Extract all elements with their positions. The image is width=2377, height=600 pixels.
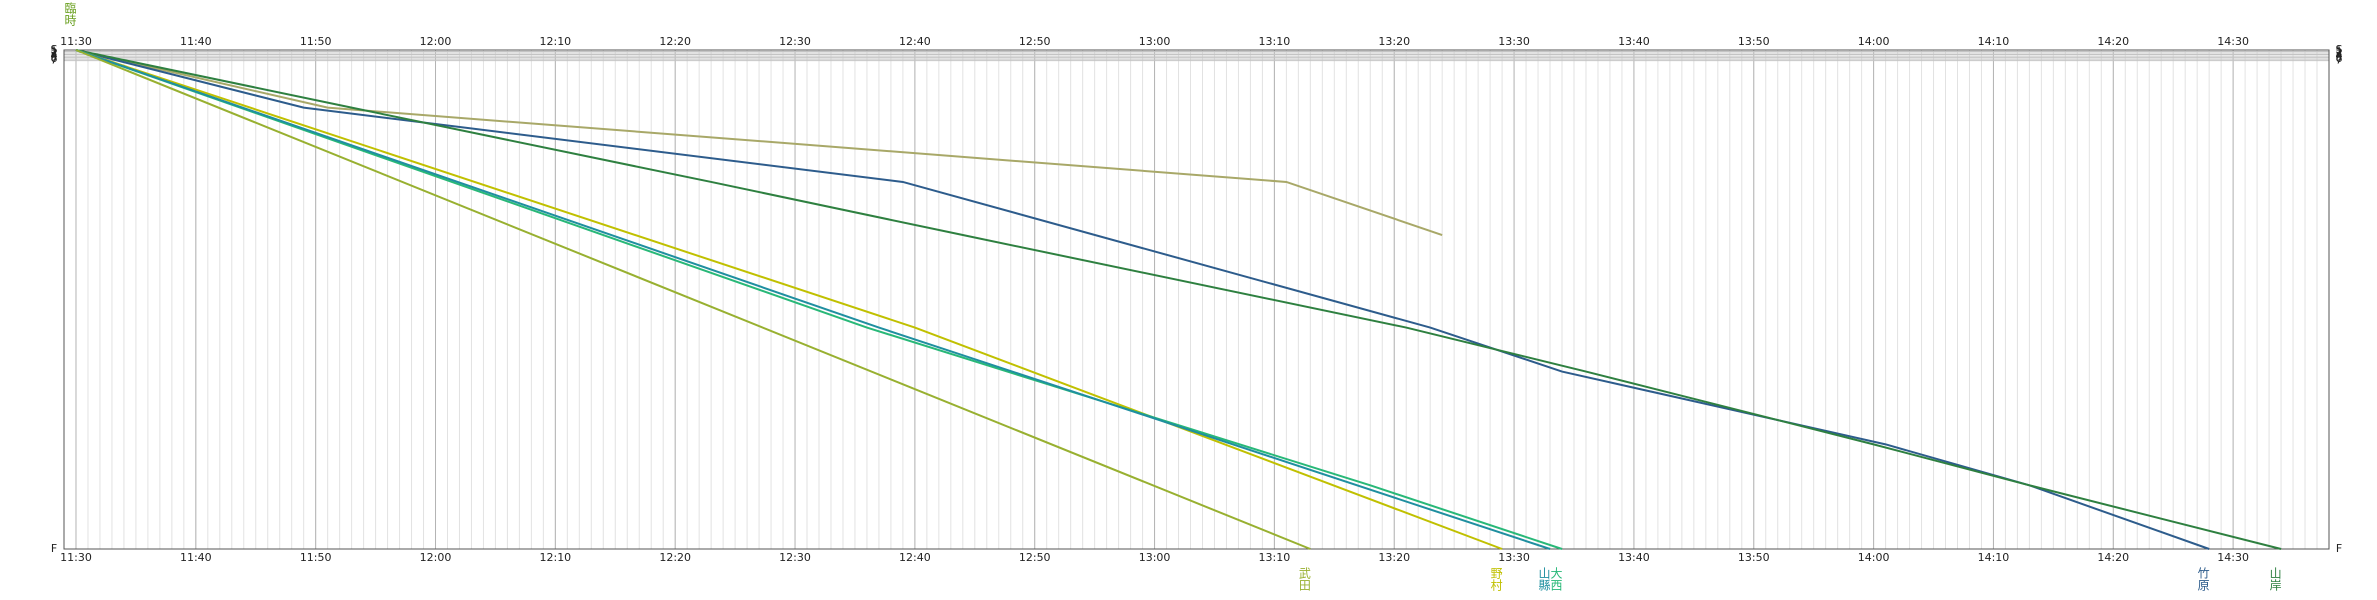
x-tick-label: 12:20 bbox=[659, 35, 691, 48]
x-tick-label: 11:30 bbox=[60, 551, 92, 564]
series-label: 山縣 bbox=[1537, 567, 1551, 591]
x-tick-label: 12:10 bbox=[539, 551, 571, 564]
series-line bbox=[75, 49, 1443, 236]
x-tick-label: 12:40 bbox=[899, 35, 931, 48]
x-tick-label: 13:30 bbox=[1498, 551, 1530, 564]
y-tick-label: 4 bbox=[2336, 49, 2343, 62]
x-tick-label: 13:00 bbox=[1139, 551, 1171, 564]
x-tick-label: 11:30 bbox=[60, 35, 92, 48]
y-tick-label: 3 bbox=[2336, 48, 2343, 61]
series-line bbox=[75, 49, 2282, 550]
x-tick-label: 13:40 bbox=[1618, 35, 1650, 48]
series-label: 大西 bbox=[1549, 567, 1563, 591]
x-tick-label: 11:40 bbox=[180, 35, 212, 48]
y-tick-label: 2 bbox=[51, 46, 58, 59]
x-tick-label: 14:00 bbox=[1858, 35, 1890, 48]
y-tick-label: F bbox=[51, 542, 57, 555]
series-label: 武田 bbox=[1297, 567, 1311, 591]
x-tick-label: 14:20 bbox=[2097, 551, 2129, 564]
x-tick-label: 14:30 bbox=[2217, 551, 2249, 564]
x-tick-label: 13:30 bbox=[1498, 35, 1530, 48]
x-tick-label: 11:50 bbox=[300, 35, 332, 48]
y-tick-label: 6 bbox=[2336, 52, 2343, 65]
y-tick-label: 3 bbox=[51, 48, 58, 61]
x-tick-label: 13:20 bbox=[1378, 35, 1410, 48]
x-tick-label: 12:10 bbox=[539, 35, 571, 48]
x-tick-label: 12:00 bbox=[420, 551, 452, 564]
y-tick-label: 1 bbox=[51, 45, 58, 58]
plot-frame bbox=[63, 49, 2330, 550]
y-tick-label: 2 bbox=[2336, 46, 2343, 59]
x-tick-label: 12:30 bbox=[779, 35, 811, 48]
y-tick-label: 7 bbox=[51, 54, 58, 67]
x-tick-label: 12:40 bbox=[899, 551, 931, 564]
x-tick-label: 13:50 bbox=[1738, 551, 1770, 564]
x-tick-label: 13:10 bbox=[1259, 551, 1291, 564]
y-tick-label: 1 bbox=[2336, 45, 2343, 58]
x-tick-label: 11:40 bbox=[180, 551, 212, 564]
x-tick-label: 14:10 bbox=[1978, 551, 2010, 564]
series-label: 山岸 bbox=[2268, 567, 2282, 591]
y-tick-label: 6 bbox=[51, 52, 58, 65]
x-tick-label: 13:10 bbox=[1259, 35, 1291, 48]
x-tick-label: 13:50 bbox=[1738, 35, 1770, 48]
y-tick-label: 4 bbox=[51, 49, 58, 62]
x-tick-label: 13:40 bbox=[1618, 551, 1650, 564]
start-annotation: 臨時 bbox=[63, 2, 77, 26]
series-label: 竹原 bbox=[2196, 567, 2210, 591]
series-label: 野村 bbox=[1489, 567, 1503, 591]
y-tick-label: 5 bbox=[2336, 51, 2343, 64]
x-tick-label: 14:30 bbox=[2217, 35, 2249, 48]
x-tick-label: 12:20 bbox=[659, 551, 691, 564]
y-tick-label: S bbox=[2336, 43, 2343, 56]
x-tick-label: 12:30 bbox=[779, 551, 811, 564]
x-tick-label: 13:00 bbox=[1139, 35, 1171, 48]
series-line bbox=[75, 49, 1503, 550]
x-tick-label: 14:20 bbox=[2097, 35, 2129, 48]
series-line bbox=[75, 49, 1311, 550]
x-tick-label: 12:50 bbox=[1019, 35, 1051, 48]
x-tick-label: 12:00 bbox=[420, 35, 452, 48]
x-tick-label: 13:20 bbox=[1378, 551, 1410, 564]
x-tick-label: 14:10 bbox=[1978, 35, 2010, 48]
series-line bbox=[75, 49, 1551, 550]
y-tick-label: 7 bbox=[2336, 54, 2343, 67]
x-tick-label: 11:50 bbox=[300, 551, 332, 564]
y-tick-label: 5 bbox=[51, 51, 58, 64]
x-tick-label: 12:50 bbox=[1019, 551, 1051, 564]
y-tick-label: S bbox=[51, 43, 58, 56]
x-tick-label: 14:00 bbox=[1858, 551, 1890, 564]
y-tick-label: F bbox=[2336, 542, 2342, 555]
